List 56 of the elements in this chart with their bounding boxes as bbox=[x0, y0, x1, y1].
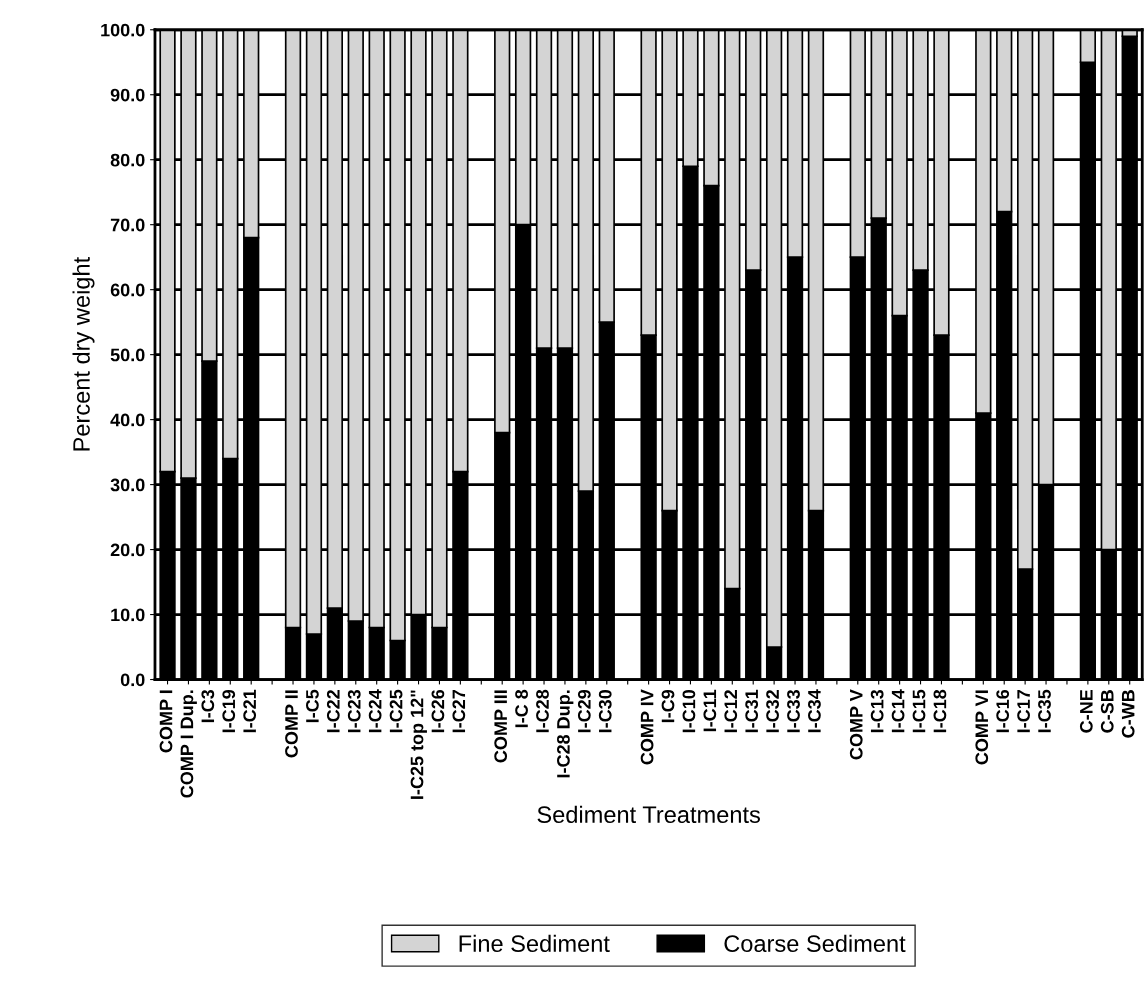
x-tick-label: I-C31 bbox=[745, 689, 759, 733]
x-tick-label: I-C23 bbox=[347, 689, 361, 733]
x-tick-label: I-C33 bbox=[787, 689, 800, 733]
x-tick-label: I-C12 bbox=[724, 689, 738, 733]
y-tick-label: 40.0 bbox=[110, 413, 145, 427]
x-tick-label: I-C35 bbox=[1038, 689, 1051, 733]
x-tick-label: I-C30 bbox=[598, 689, 612, 733]
x-tick-label: I-C18 bbox=[933, 689, 947, 733]
y-tick-label: 10.0 bbox=[111, 608, 145, 622]
x-tick-label: I-C10 bbox=[682, 689, 696, 733]
x-tick-label: I-C3 bbox=[201, 689, 215, 723]
x-tick-label: I-C16 bbox=[996, 689, 1010, 733]
x-tick-label: I-C14 bbox=[891, 689, 905, 733]
x-tick-label: I-C26 bbox=[431, 689, 445, 733]
x-tick-label: I-C22 bbox=[326, 689, 340, 733]
x-tick-label: I-C32 bbox=[766, 689, 779, 733]
y-tick-label: 20.0 bbox=[110, 543, 145, 557]
y-tick-label: 80.0 bbox=[110, 153, 145, 167]
y-tick-label: 100.0 bbox=[101, 23, 145, 37]
x-tick-label: C-WB bbox=[1121, 690, 1135, 738]
y-tick-label: 0.0 bbox=[120, 673, 145, 687]
y-tick-label: 70.0 bbox=[110, 218, 145, 232]
x-tick-label: COMP II bbox=[285, 690, 298, 758]
x-tick-label: I-C25 bbox=[389, 689, 403, 733]
x-tick-label: I-C 8 bbox=[515, 689, 528, 728]
x-tick-label: I-C9 bbox=[661, 689, 675, 723]
x-tick-label: I-C27 bbox=[452, 690, 466, 733]
x-tick-label: COMP VI bbox=[975, 690, 989, 765]
y-tick-label: 90.0 bbox=[110, 88, 145, 102]
y-tick-label: 50.0 bbox=[110, 348, 145, 362]
y-tick-label: 30.0 bbox=[110, 478, 145, 492]
x-tick-label: COMP I Dup. bbox=[180, 690, 197, 798]
legend-label: Fine Sediment bbox=[459, 934, 610, 953]
x-tick-label: I-C29 bbox=[577, 689, 591, 733]
x-tick-label: I-C17 bbox=[1017, 690, 1030, 733]
x-tick-label: I-C11 bbox=[703, 689, 717, 732]
x-tick-label: C-SB bbox=[1100, 690, 1114, 733]
x-tick-label: I-C19 bbox=[222, 689, 236, 733]
x-tick-label: I-C15 bbox=[912, 689, 926, 733]
x-tick-label: I-C24 bbox=[368, 689, 382, 733]
x-tick-label: I-C34 bbox=[808, 689, 821, 733]
x-tick-label: I-C21 bbox=[243, 689, 257, 733]
legend-label: Coarse Sediment bbox=[724, 934, 906, 953]
x-tick-label: I-C5 bbox=[306, 689, 319, 723]
x-tick-label: I-C28 bbox=[536, 689, 549, 733]
x-tick-label: C-NE bbox=[1079, 689, 1093, 733]
x-tick-label: COMP I bbox=[159, 690, 173, 753]
x-tick-label: I-C13 bbox=[870, 689, 884, 733]
y-axis-title: Percent dry weight bbox=[72, 257, 95, 451]
y-tick-label: 60.0 bbox=[110, 283, 145, 297]
x-axis-title: Sediment Treatments bbox=[537, 805, 760, 824]
x-tick-label: COMP IV bbox=[640, 689, 654, 765]
x-tick-label: I-C25 top 12" bbox=[410, 690, 427, 799]
x-tick-label: COMP V bbox=[849, 689, 863, 760]
x-tick-label: COMP III bbox=[494, 690, 508, 763]
x-tick-label: I-C28 Dup. bbox=[557, 690, 574, 778]
